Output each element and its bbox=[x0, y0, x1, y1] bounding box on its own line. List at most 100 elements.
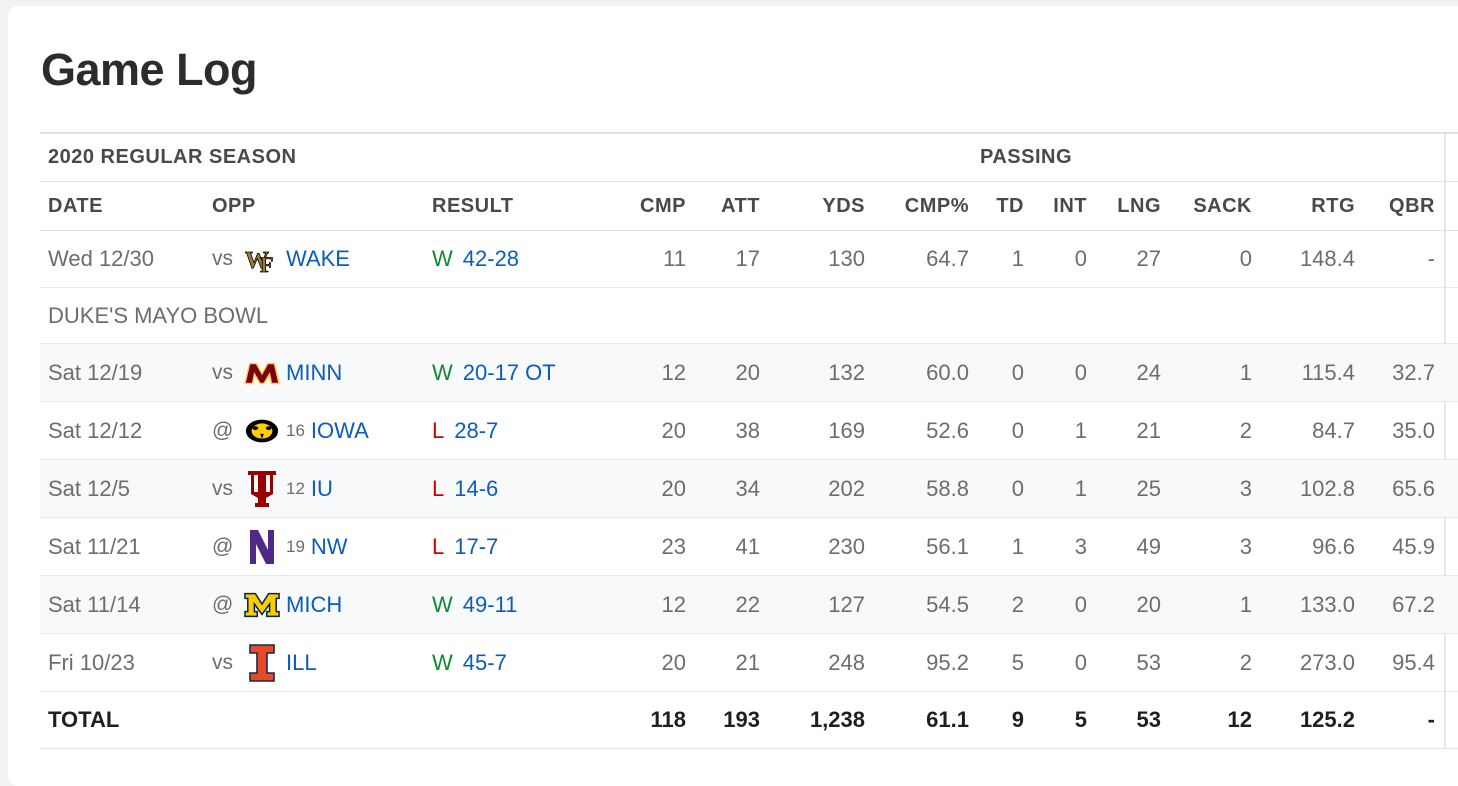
stat-cmp: 20 bbox=[661, 649, 686, 675]
stat-td: 0 bbox=[1011, 359, 1024, 385]
col-header-att[interactable]: ATT bbox=[721, 194, 760, 217]
stat-lng: 21 bbox=[1136, 417, 1161, 443]
stat-int: 1 bbox=[1074, 417, 1087, 443]
win-loss-indicator: L bbox=[432, 417, 445, 443]
stat-att: 20 bbox=[735, 359, 760, 385]
col-header-opp[interactable]: OPP bbox=[212, 194, 256, 217]
col-header-yds[interactable]: YDS bbox=[822, 194, 865, 217]
stat-att: 38 bbox=[735, 417, 760, 443]
stat-att: 41 bbox=[735, 533, 760, 559]
total-cmp: 118 bbox=[650, 707, 687, 732]
home-away-indicator: vs bbox=[212, 247, 233, 270]
table-row: Sat 11/14 @ MICH W 49-11 12 22 127 54.5 2 0 20 1 133.… bbox=[40, 576, 1458, 634]
stat-pct: 64.7 bbox=[926, 246, 969, 271]
game-score-link[interactable]: 42-28 bbox=[462, 246, 520, 271]
stat-rtg: 115.4 bbox=[1301, 359, 1355, 385]
stat-lng: 49 bbox=[1136, 533, 1161, 559]
col-header-lng[interactable]: LNG bbox=[1117, 194, 1161, 217]
opponent-link[interactable]: MICH bbox=[286, 591, 343, 617]
minnesota-logo[interactable] bbox=[244, 355, 280, 391]
game-score-link[interactable]: 14-6 bbox=[454, 475, 499, 501]
col-header-int[interactable]: INT bbox=[1053, 194, 1087, 217]
game-date: Sat 12/5 bbox=[48, 475, 130, 501]
opponent-link[interactable]: MINN bbox=[286, 359, 343, 385]
stat-int: 1 bbox=[1074, 475, 1087, 501]
stat-rtg: 96.6 bbox=[1312, 533, 1355, 559]
stat-yds: 248 bbox=[828, 649, 865, 675]
stat-sack: 2 bbox=[1239, 417, 1252, 443]
stat-int: 0 bbox=[1074, 246, 1087, 271]
stat-yds: 202 bbox=[828, 475, 865, 501]
win-loss-indicator: W bbox=[432, 359, 453, 385]
game-score-link[interactable]: 49-11 bbox=[462, 591, 518, 617]
stat-lng: 24 bbox=[1136, 359, 1161, 385]
stat-cmp: 12 bbox=[661, 359, 686, 385]
col-header-result[interactable]: RESULT bbox=[432, 194, 514, 217]
michigan-logo[interactable] bbox=[244, 587, 280, 623]
stat-sack: 2 bbox=[1239, 649, 1252, 675]
stat-pct: 95.2 bbox=[926, 649, 969, 675]
col-header-cmp[interactable]: CMP bbox=[640, 194, 686, 217]
win-loss-indicator: L bbox=[432, 533, 445, 559]
opponent-cell: @19 NW bbox=[212, 518, 348, 575]
stat-rtg: 84.7 bbox=[1312, 417, 1355, 443]
stat-td: 2 bbox=[1011, 591, 1024, 617]
col-header-td[interactable]: TD bbox=[996, 194, 1024, 217]
stat-att: 21 bbox=[735, 649, 760, 675]
stat-pct: 60.0 bbox=[926, 359, 969, 385]
page-title: Game Log bbox=[41, 44, 258, 95]
win-loss-indicator: L bbox=[432, 475, 445, 501]
col-header-date[interactable]: DATE bbox=[48, 194, 103, 217]
game-score-link[interactable]: 17-7 bbox=[454, 533, 499, 559]
stat-att: 17 bbox=[735, 246, 760, 271]
opponent-link[interactable]: NW bbox=[310, 533, 348, 559]
stat-lng: 53 bbox=[1136, 649, 1161, 675]
opponent-link[interactable]: ILL bbox=[286, 649, 317, 675]
stat-sack: 3 bbox=[1239, 533, 1252, 559]
stat-int: 0 bbox=[1074, 591, 1087, 617]
total-int: 5 bbox=[1074, 707, 1087, 732]
col-header-rtg[interactable]: RTG bbox=[1311, 194, 1355, 217]
stat-sack: 1 bbox=[1239, 359, 1252, 385]
opponent-cell: vs MINN bbox=[212, 344, 342, 401]
opponent-rank: 16 bbox=[286, 420, 305, 440]
stat-lng: 27 bbox=[1136, 246, 1161, 271]
col-header-cmp-pct[interactable]: CMP% bbox=[904, 194, 969, 217]
opponent-link[interactable]: IOWA bbox=[310, 417, 369, 443]
table-row: Sat 12/12 @16 IOWA L 28-7 20 38 169 52.6 0 1 21 2 84.… bbox=[40, 402, 1458, 460]
opponent-link[interactable]: WAKE bbox=[286, 246, 350, 271]
svg-text:W: W bbox=[245, 248, 269, 274]
stat-int: 3 bbox=[1074, 533, 1087, 559]
result-cell: W 49-11 bbox=[432, 576, 517, 633]
opponent-link[interactable]: IU bbox=[310, 475, 333, 501]
home-away-indicator: vs bbox=[212, 650, 233, 674]
opponent-cell: vs 12 IU bbox=[212, 460, 333, 517]
home-away-indicator: vs bbox=[212, 476, 233, 500]
table-row: Sat 12/19 vs MINN W 20-17 OT 12 20 132 60.0 0 0 24 1… bbox=[40, 344, 1458, 402]
stat-pct: 54.5 bbox=[926, 591, 969, 617]
stat-td: 1 bbox=[1011, 533, 1024, 559]
game-score-link[interactable]: 20-17 OT bbox=[462, 359, 556, 385]
stat-qbr: 45.9 bbox=[1392, 533, 1435, 559]
opponent-cell: @16 IOWA bbox=[212, 402, 369, 459]
col-header-sack[interactable]: SACK bbox=[1193, 194, 1252, 217]
indiana-logo[interactable] bbox=[244, 470, 280, 507]
stat-td: 0 bbox=[1011, 417, 1024, 443]
win-loss-indicator: W bbox=[432, 246, 453, 271]
stat-att: 34 bbox=[735, 475, 760, 501]
stat-sack: 3 bbox=[1239, 475, 1252, 501]
stat-td: 5 bbox=[1011, 649, 1024, 675]
northwestern-logo[interactable] bbox=[244, 529, 280, 565]
game-score-link[interactable]: 28-7 bbox=[454, 417, 499, 443]
illinois-logo[interactable] bbox=[244, 643, 280, 682]
game-log-table: 2020 REGULAR SEASON PASSING DATE OPP RES… bbox=[40, 132, 1458, 749]
bowl-label-row: DUKE'S MAYO BOWL bbox=[40, 288, 1458, 344]
stat-qbr: 65.6 bbox=[1392, 475, 1435, 501]
col-header-qbr[interactable]: QBR bbox=[1389, 194, 1435, 217]
game-score-link[interactable]: 45-7 bbox=[462, 649, 507, 675]
iowa-logo[interactable] bbox=[244, 413, 280, 449]
result-cell: L 28-7 bbox=[432, 402, 498, 459]
stat-cmp: 23 bbox=[661, 533, 686, 559]
stat-int: 0 bbox=[1074, 649, 1087, 675]
